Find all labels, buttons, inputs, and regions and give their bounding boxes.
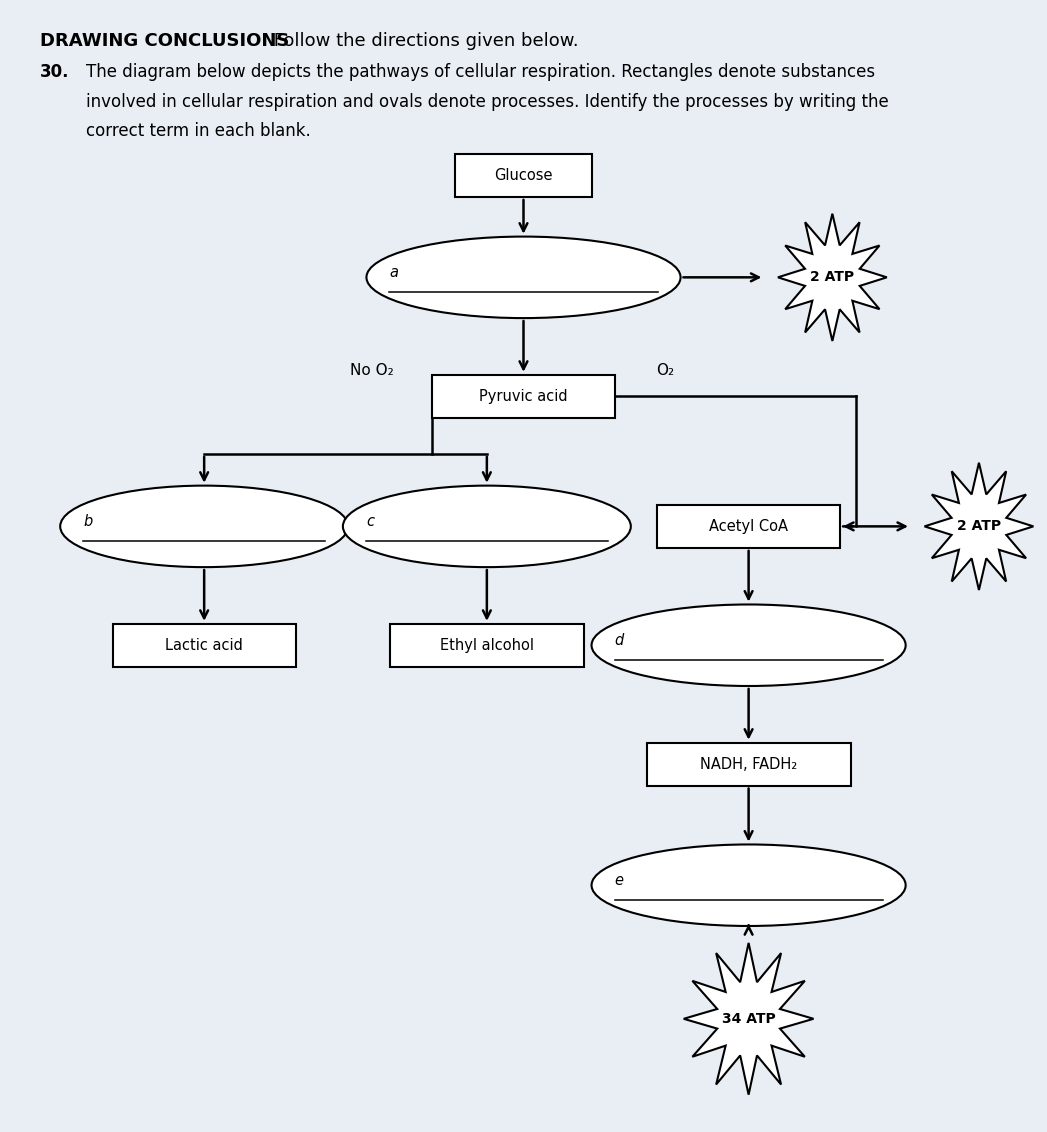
FancyBboxPatch shape	[646, 743, 850, 786]
Text: correct term in each blank.: correct term in each blank.	[86, 122, 311, 140]
Text: O₂: O₂	[655, 362, 674, 378]
Text: d: d	[615, 633, 624, 649]
Text: The diagram below depicts the pathways of cellular respiration. Rectangles denot: The diagram below depicts the pathways o…	[86, 63, 875, 82]
Text: Lactic acid: Lactic acid	[165, 637, 243, 653]
FancyBboxPatch shape	[658, 505, 840, 548]
Text: 2 ATP: 2 ATP	[957, 520, 1001, 533]
Ellipse shape	[343, 486, 630, 567]
Text: Acetyl CoA: Acetyl CoA	[709, 518, 788, 534]
Polygon shape	[684, 943, 814, 1095]
Ellipse shape	[366, 237, 681, 318]
Ellipse shape	[61, 486, 348, 567]
Text: DRAWING CONCLUSIONS: DRAWING CONCLUSIONS	[40, 32, 289, 50]
Text: NADH, FADH₂: NADH, FADH₂	[700, 756, 797, 772]
FancyBboxPatch shape	[391, 624, 584, 667]
Text: 34 ATP: 34 ATP	[721, 1012, 776, 1026]
Text: No O₂: No O₂	[350, 362, 394, 378]
Polygon shape	[778, 214, 887, 341]
Text: 2 ATP: 2 ATP	[810, 271, 854, 284]
Text: 30.: 30.	[40, 63, 69, 82]
Text: involved in cellular respiration and ovals denote processes. Identify the proces: involved in cellular respiration and ova…	[86, 93, 889, 111]
Text: Glucose: Glucose	[494, 168, 553, 183]
Ellipse shape	[592, 844, 906, 926]
Text: c: c	[366, 514, 374, 530]
Text: Follow the directions given below.: Follow the directions given below.	[268, 32, 579, 50]
Ellipse shape	[592, 604, 906, 686]
Polygon shape	[925, 463, 1033, 590]
Text: Ethyl alcohol: Ethyl alcohol	[440, 637, 534, 653]
FancyBboxPatch shape	[455, 154, 592, 197]
FancyBboxPatch shape	[113, 624, 295, 667]
Text: b: b	[83, 514, 92, 530]
Text: e: e	[615, 873, 624, 889]
Text: a: a	[389, 265, 399, 281]
Text: Pyruvic acid: Pyruvic acid	[480, 388, 567, 404]
FancyBboxPatch shape	[431, 375, 615, 418]
